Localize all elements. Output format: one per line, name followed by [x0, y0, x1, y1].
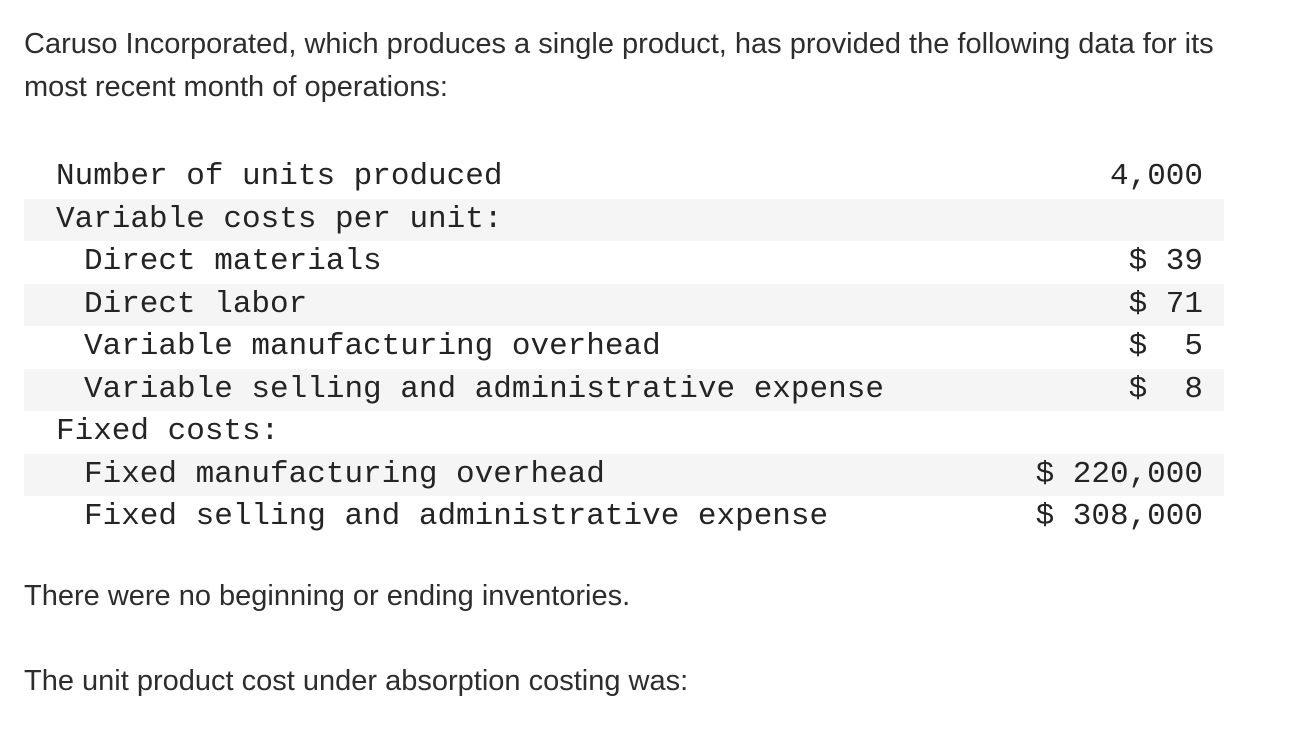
row-label: Fixed manufacturing overhead [84, 456, 605, 492]
cost-data-table: Number of units produced 4,000 Variable … [24, 156, 1224, 539]
row-value: $ 220,000 [1035, 456, 1203, 492]
note-paragraph: There were no beginning or ending invent… [24, 579, 631, 612]
row-label: Fixed costs: [56, 414, 280, 449]
table-row-variable-mfg-overhead: Variable manufacturing overhead $ 5 [24, 326, 1224, 369]
row-label: Direct materials [84, 244, 382, 279]
table-row-fixed-costs-header: Fixed costs: [24, 411, 1224, 454]
table-row-variable-selling-admin: Variable selling and administrative expe… [24, 368, 1224, 411]
row-label: Variable manufacturing overhead [84, 329, 661, 364]
row-value: $ 5 [1128, 329, 1203, 364]
table-row-direct-labor: Direct labor $ 71 [24, 283, 1224, 326]
row-value: $ 71 [1128, 286, 1203, 322]
table-row-direct-materials: Direct materials $ 39 [24, 241, 1224, 284]
question-content: Caruso Incorporated, which produces a si… [24, 28, 1224, 697]
question-paragraph: The unit product cost under absorption c… [24, 664, 689, 697]
row-value: 4,000 [1109, 159, 1203, 194]
row-label: Fixed selling and administrative expense [84, 499, 829, 534]
table-row-fixed-selling-admin: Fixed selling and administrative expense… [24, 496, 1224, 539]
intro-paragraph: Caruso Incorporated, which produces a si… [24, 28, 1214, 103]
row-label: Direct labor [84, 286, 308, 322]
row-label: Variable selling and administrative expe… [84, 371, 884, 407]
table-row-variable-costs-header: Variable costs per unit: [24, 198, 1224, 241]
row-label: Number of units produced [56, 159, 503, 194]
table-row-units-produced: Number of units produced 4,000 [24, 156, 1224, 199]
row-value: $ 308,000 [1035, 499, 1203, 534]
table-row-fixed-mfg-overhead: Fixed manufacturing overhead $ 220,000 [24, 453, 1224, 496]
row-label: Variable costs per unit: [56, 201, 503, 237]
row-value: $ 39 [1128, 244, 1203, 279]
row-value: $ 8 [1128, 371, 1203, 407]
